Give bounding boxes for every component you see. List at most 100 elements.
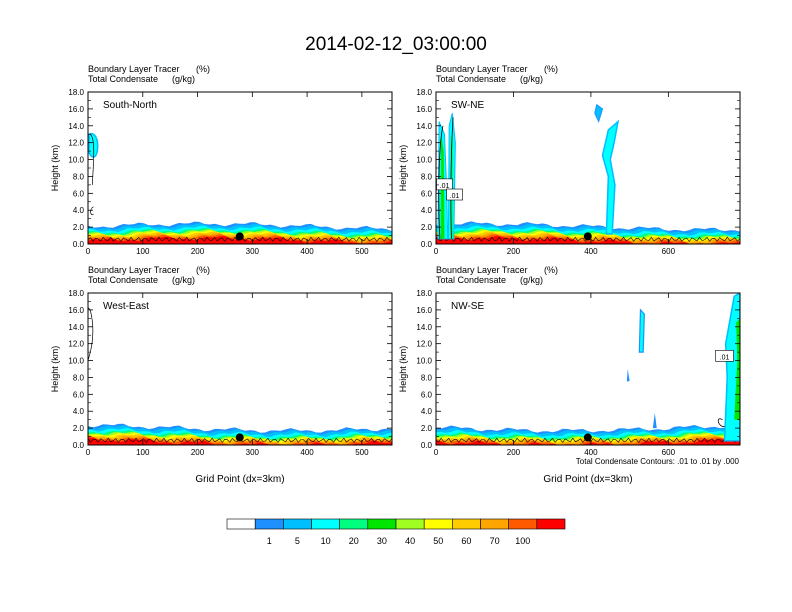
y-tick-label: 0.0 <box>73 240 85 249</box>
panel-name: West-East <box>98 298 178 313</box>
cloud-column <box>638 308 645 353</box>
colorbar-label: 30 <box>377 536 387 546</box>
y-tick-label: 14.0 <box>416 122 432 131</box>
x-tick-label: 0 <box>86 247 91 256</box>
y-tick-label: 14.0 <box>68 323 84 332</box>
subtitle-unit: (%) <box>544 64 558 74</box>
x-tick-label: 100 <box>136 448 150 457</box>
x-tick-label: 300 <box>246 247 260 256</box>
y-tick-label: 2.0 <box>421 223 433 232</box>
panel-sw-ne: Boundary Layer Tracer (%) Total Condensate… <box>398 64 741 256</box>
x-tick-label: 500 <box>355 247 369 256</box>
panel-name: South-North <box>98 97 178 112</box>
tracer-layer <box>436 235 740 244</box>
x-tick-label: 500 <box>355 448 369 457</box>
x-tick-label: 0 <box>434 448 439 457</box>
subtitle-field: Boundary Layer Tracer <box>88 64 180 74</box>
cloud-plume <box>601 119 620 235</box>
subtitle-unit: (g/kg) <box>172 74 195 84</box>
plot-area <box>88 132 392 244</box>
y-axis-label: Height (km) <box>50 145 60 192</box>
x-tick-label: 600 <box>662 247 676 256</box>
y-tick-label: 6.0 <box>73 189 85 198</box>
x-axis-label: Grid Point (dx=3km) <box>543 474 632 485</box>
panel-name: SW-NE <box>446 97 526 112</box>
contour-label-box <box>446 188 463 201</box>
x-tick-label: 300 <box>246 448 260 457</box>
y-tick-label: 8.0 <box>73 172 85 181</box>
subtitle-unit: (%) <box>196 64 210 74</box>
subtitle-unit: (%) <box>544 265 558 275</box>
y-tick-label: 10.0 <box>416 357 432 366</box>
contour-label-box <box>436 178 453 191</box>
y-tick-label: 14.0 <box>416 323 432 332</box>
contour-label: .01 <box>715 350 734 362</box>
subtitle-field: Total Condensate <box>436 275 506 285</box>
y-axis-label: Height (km) <box>398 346 408 393</box>
colorbar-swatch <box>367 518 397 530</box>
figure-title: 2014-02-12_03:00:00 <box>305 34 487 55</box>
panel-west-east: Boundary Layer Tracer (%) Total Condensate… <box>50 265 393 485</box>
y-axis-label: Height (km) <box>398 145 408 192</box>
plot-area: .01.01 <box>436 103 740 244</box>
panels: Boundary Layer Tracer (%) Total Condensate… <box>50 64 741 485</box>
y-tick-label: 16.0 <box>416 105 432 114</box>
x-tick-label: 0 <box>434 247 439 256</box>
cloud-fragment <box>652 412 657 429</box>
panel-name-bg <box>446 298 526 313</box>
panel-name-text: West-East <box>103 301 149 312</box>
colorbar-swatch <box>536 518 566 530</box>
colorbar-label: 100 <box>515 536 530 546</box>
subtitle-field: Total Condensate <box>436 74 506 84</box>
colorbar-label: 1 <box>267 536 272 546</box>
subtitle-unit: (g/kg) <box>520 275 543 285</box>
colorbar-swatch <box>451 518 481 530</box>
location-marker <box>235 433 244 442</box>
tracer-layer <box>88 437 392 445</box>
x-tick-label: 200 <box>191 247 205 256</box>
colorbar-swatch <box>423 518 453 530</box>
contour-label-text: .01 <box>440 183 450 190</box>
y-tick-label: 6.0 <box>73 390 85 399</box>
x-tick-label: 400 <box>584 448 598 457</box>
condensate-contour <box>88 307 94 361</box>
panel-nw-se: Boundary Layer Tracer (%) Total Condensate… <box>398 265 741 485</box>
y-tick-label: 16.0 <box>68 306 84 315</box>
colorbar-swatch <box>339 518 369 530</box>
y-axis-label: Height (km) <box>50 346 60 393</box>
colorbar-swatch <box>395 518 425 530</box>
contour-label: .01 <box>436 178 453 191</box>
colorbar-swatch <box>508 518 538 530</box>
panel-name-text: SW-NE <box>451 100 484 111</box>
x-tick-label: 100 <box>136 247 150 256</box>
contour-footnote: Total Condensate Contours: .01 to .01 by… <box>576 457 740 466</box>
y-tick-label: 6.0 <box>421 189 433 198</box>
colorbar-label: 5 <box>295 536 300 546</box>
colorbar-label: 50 <box>433 536 443 546</box>
colorbar-label: 60 <box>461 536 471 546</box>
panel-name: NW-SE <box>446 298 526 313</box>
x-tick-label: 200 <box>191 448 205 457</box>
y-tick-label: 18.0 <box>416 289 432 298</box>
y-tick-label: 8.0 <box>421 172 433 181</box>
location-marker <box>583 433 592 442</box>
y-tick-label: 12.0 <box>68 139 84 148</box>
y-tick-label: 4.0 <box>421 206 433 215</box>
colorbar-swatch <box>254 518 284 530</box>
panel-south-north: Boundary Layer Tracer (%) Total Condensate… <box>50 64 393 256</box>
location-marker <box>235 232 244 241</box>
colorbar-swatch <box>480 518 510 530</box>
y-tick-label: 18.0 <box>416 88 432 97</box>
subtitle-field: Boundary Layer Tracer <box>88 265 180 275</box>
condensate-contour <box>89 133 95 216</box>
plot-frame <box>87 292 393 446</box>
colorbar-label: 70 <box>490 536 500 546</box>
plot-frame <box>435 91 741 245</box>
colorbar-label: 40 <box>405 536 415 546</box>
subtitle-field: Total Condensate <box>88 275 158 285</box>
contour-label-text: .01 <box>450 193 460 200</box>
panel-name-bg <box>446 97 526 112</box>
subtitle-field: Boundary Layer Tracer <box>436 64 528 74</box>
y-tick-label: 16.0 <box>68 105 84 114</box>
colorbar: 1 5 10 20 30 40 50 60 70 100 <box>226 518 566 546</box>
